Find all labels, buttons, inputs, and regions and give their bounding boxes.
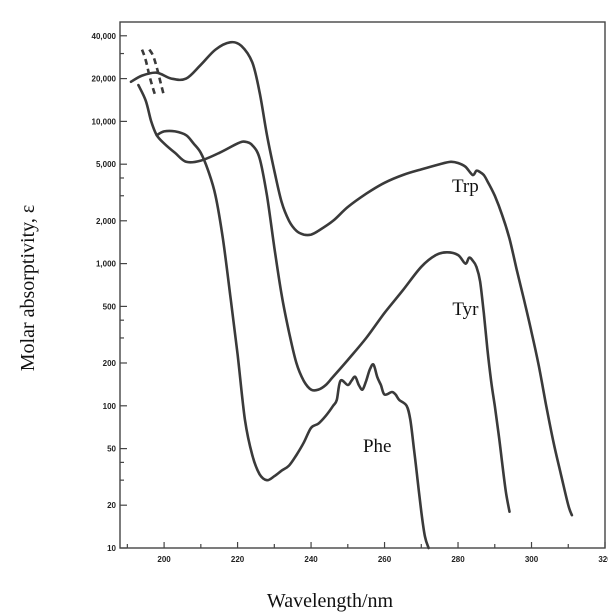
y-tick-label: 200 (103, 359, 117, 368)
x-tick-label: 220 (231, 555, 245, 564)
y-tick-label: 20 (107, 501, 116, 510)
y-tick-label: 500 (103, 302, 117, 311)
series-phe-line (155, 129, 430, 550)
y-tick-label: 20,000 (92, 75, 117, 84)
x-tick-label: 260 (378, 555, 392, 564)
series-trp-line (129, 40, 574, 517)
series-label-phe: Phe (363, 436, 392, 457)
x-tick-label: 240 (304, 555, 318, 564)
y-tick-label: 100 (103, 402, 117, 411)
x-axis: 200 220 240 260 280 300 320 (126, 542, 608, 564)
y-tick-label: 10,000 (92, 117, 117, 126)
y-axis: 10 20 50 100 200 500 1,000 2,000 5,000 10,000 20,0… (92, 32, 127, 553)
plot-frame (119, 21, 606, 549)
y-tick-label: 50 (107, 445, 116, 454)
series-dashed-line-4 (148, 48, 166, 97)
series-label-tyr: Tyr (452, 299, 479, 320)
y-tick-label: 2,000 (96, 217, 117, 226)
series-group (129, 40, 574, 550)
y-tick-label: 40,000 (92, 32, 117, 41)
series-label-trp: Trp (452, 176, 479, 197)
y-tick-label: 10 (107, 544, 116, 553)
series-tyr-line (137, 83, 511, 513)
x-tick-label: 300 (525, 555, 539, 564)
x-axis-title: Wavelength/nm (267, 590, 394, 612)
x-tick-label: 280 (451, 555, 465, 564)
x-tick-label: 200 (157, 555, 171, 564)
y-axis-title: Molar absorptivity, ε (17, 205, 39, 372)
annotation-group: Trp Tyr Phe (363, 176, 479, 457)
y-tick-label: 5,000 (96, 160, 117, 169)
series-dashed-line-3 (140, 49, 157, 95)
x-tick-label: 320 (598, 555, 608, 564)
y-tick-label: 1,000 (96, 260, 117, 269)
